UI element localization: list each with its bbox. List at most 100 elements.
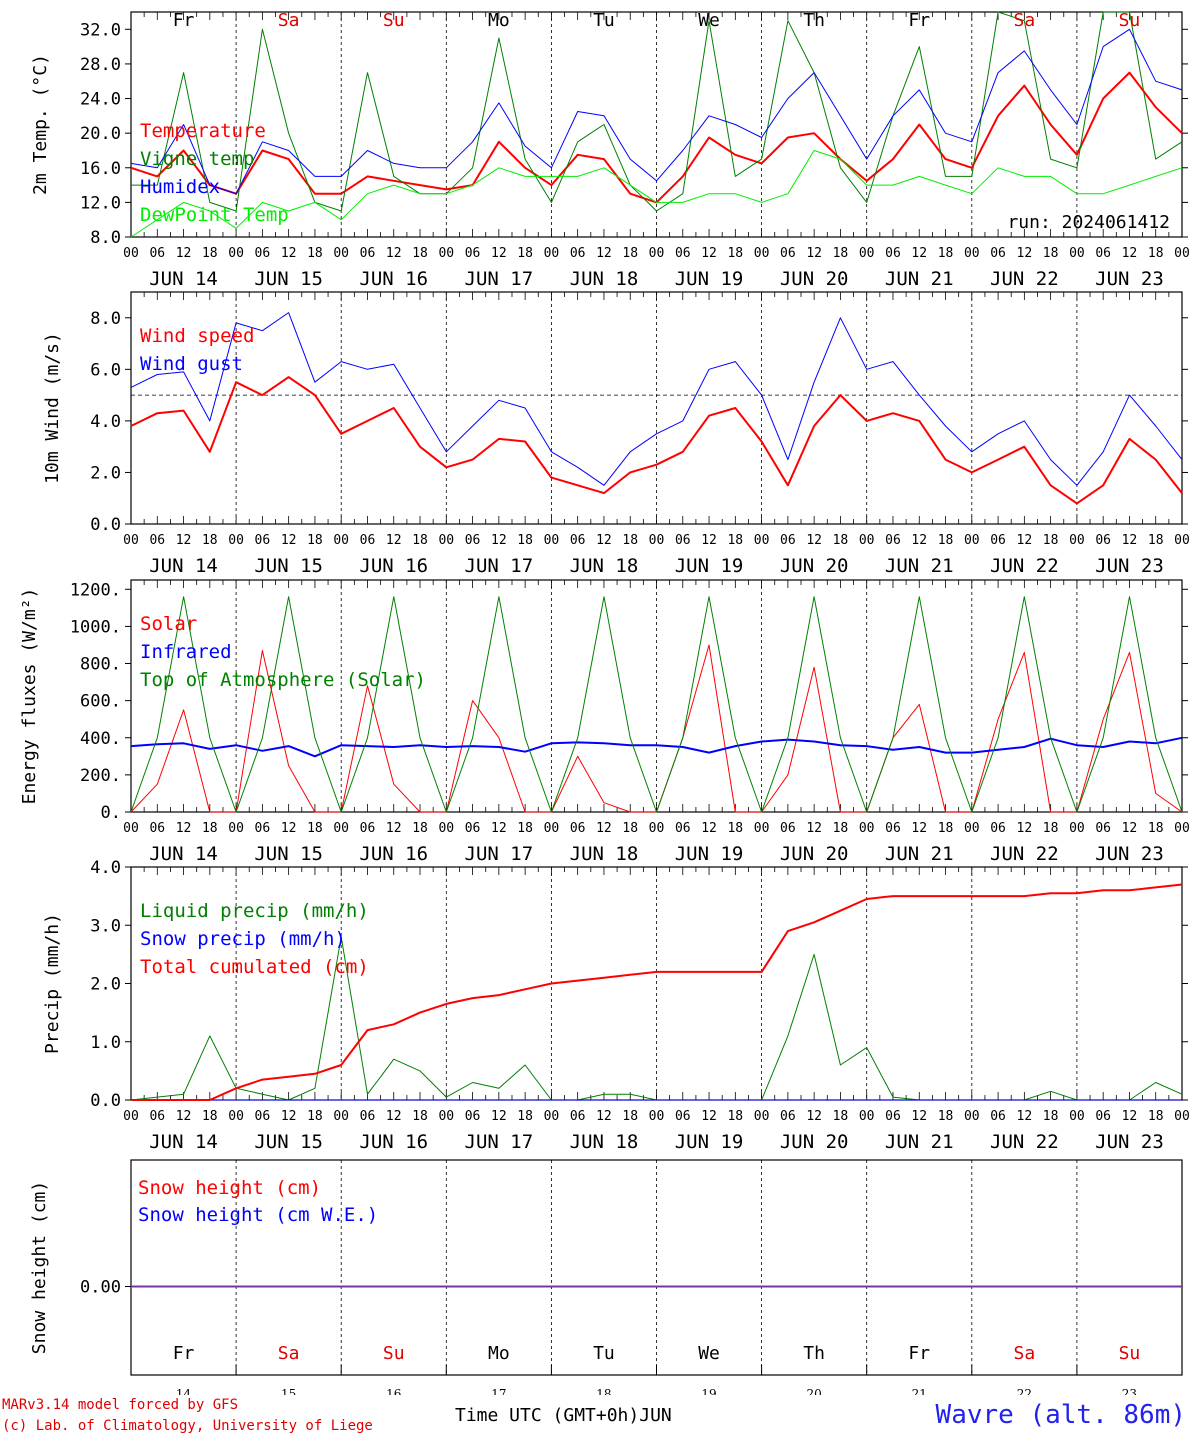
hour-label: 06 xyxy=(570,1109,586,1124)
hour-label: 00 xyxy=(544,1109,560,1124)
date-label: JUN 16 xyxy=(359,843,428,865)
lab-credit: (c) Lab. of Climatology, University of L… xyxy=(2,1418,373,1434)
hour-label: 06 xyxy=(360,821,376,836)
hour-label: 18 xyxy=(517,1109,533,1124)
hour-label: 12 xyxy=(1122,533,1138,548)
hour-label: 00 xyxy=(544,533,560,548)
hour-label: 18 xyxy=(938,533,954,548)
hour-label: 00 xyxy=(228,821,244,836)
hour-label: 06 xyxy=(360,246,376,261)
y-tick-label: 8.0 xyxy=(90,228,121,248)
hour-label: 06 xyxy=(255,246,271,261)
hour-label: 12 xyxy=(281,246,297,261)
hour-label: 18 xyxy=(202,246,218,261)
day-name: Sa xyxy=(1014,1343,1036,1364)
hour-label: 18 xyxy=(727,246,743,261)
y-tick-label: 2.0 xyxy=(90,975,121,995)
day-name: Mo xyxy=(488,10,510,31)
hour-label: 00 xyxy=(438,533,454,548)
hour-label: 06 xyxy=(360,1109,376,1124)
hour-label: 18 xyxy=(1043,821,1059,836)
hour-label: 06 xyxy=(570,533,586,548)
hour-label: 00 xyxy=(964,533,980,548)
hour-label: 12 xyxy=(701,533,717,548)
day-number: 21 xyxy=(912,1387,927,1395)
hour-label: 18 xyxy=(833,821,849,836)
hour-label: 18 xyxy=(727,821,743,836)
y-tick-label: 600. xyxy=(80,692,121,712)
y-tick-label: 0.00 xyxy=(80,1278,121,1298)
hour-label: 12 xyxy=(176,821,192,836)
hour-label: 00 xyxy=(123,1109,139,1124)
hour-label: 18 xyxy=(727,1109,743,1124)
hour-label: 06 xyxy=(990,533,1006,548)
hour-label: 00 xyxy=(228,533,244,548)
day-name: Sa xyxy=(1014,10,1036,31)
day-number: 14 xyxy=(176,1387,192,1395)
y-tick-label: 12.0 xyxy=(80,193,121,213)
legend-entry: Snow precip (mm/h) xyxy=(140,928,346,950)
date-label: JUN 22 xyxy=(990,555,1059,577)
date-label: JUN 21 xyxy=(885,843,954,865)
legend-entry: Snow height (cm) xyxy=(138,1177,321,1199)
legend-entry: Infrared xyxy=(140,641,232,663)
hour-label: 00 xyxy=(649,533,665,548)
y-tick-label: 0.0 xyxy=(90,1091,121,1111)
y-tick-label: 32.0 xyxy=(80,20,121,40)
hour-label: 12 xyxy=(386,533,402,548)
date-label: JUN 14 xyxy=(149,843,218,865)
day-name: Su xyxy=(383,10,405,31)
hour-label: 12 xyxy=(806,1109,822,1124)
hour-label: 06 xyxy=(465,1109,481,1124)
date-label: JUN 17 xyxy=(465,843,534,865)
hour-label: 00 xyxy=(1174,821,1190,836)
date-label: JUN 16 xyxy=(359,1131,428,1153)
hour-label: 18 xyxy=(517,533,533,548)
date-label: JUN 14 xyxy=(149,268,218,290)
hour-label: 06 xyxy=(1095,821,1111,836)
y-tick-label: 28.0 xyxy=(80,55,121,75)
legend-entry: Liquid precip (mm/h) xyxy=(140,900,369,922)
hour-label: 00 xyxy=(544,821,560,836)
hour-label: 18 xyxy=(1148,533,1164,548)
hour-label: 06 xyxy=(570,821,586,836)
date-label: JUN 18 xyxy=(570,1131,639,1153)
hour-label: 12 xyxy=(386,246,402,261)
hour-label: 18 xyxy=(833,246,849,261)
y-tick-label: 1000. xyxy=(70,617,121,637)
y-axis-label: Snow height (cm) xyxy=(29,1181,50,1354)
date-label: JUN 21 xyxy=(885,268,954,290)
hour-label: 06 xyxy=(675,246,691,261)
y-tick-label: 800. xyxy=(80,655,121,675)
hour-label: 00 xyxy=(228,246,244,261)
date-label: JUN 23 xyxy=(1095,843,1164,865)
day-name: Tu xyxy=(593,1343,615,1364)
date-label: JUN 17 xyxy=(465,555,534,577)
hour-label: 06 xyxy=(990,1109,1006,1124)
hour-label: 06 xyxy=(780,533,796,548)
hour-label: 18 xyxy=(1148,821,1164,836)
day-name: Su xyxy=(383,1343,405,1364)
hour-label: 12 xyxy=(176,533,192,548)
series-line-top-of-atmosphere-solar- xyxy=(130,596,1183,813)
date-label: JUN 14 xyxy=(149,1131,218,1153)
hour-label: 18 xyxy=(1043,533,1059,548)
hour-label: 06 xyxy=(780,821,796,836)
hour-label: 12 xyxy=(1122,821,1138,836)
hour-label: 18 xyxy=(412,533,428,548)
hour-label: 12 xyxy=(176,1109,192,1124)
hour-label: 06 xyxy=(465,533,481,548)
hour-label: 18 xyxy=(412,821,428,836)
hour-label: 12 xyxy=(701,1109,717,1124)
series-line-dewpoint-temp xyxy=(130,150,1183,238)
y-axis-label: Energy fluxes (W/m²) xyxy=(19,588,40,805)
hour-label: 00 xyxy=(754,1109,770,1124)
date-label: JUN 19 xyxy=(675,843,744,865)
day-name: Th xyxy=(803,10,825,31)
date-label: JUN 20 xyxy=(780,843,849,865)
date-label: JUN 17 xyxy=(465,268,534,290)
hour-label: 12 xyxy=(911,533,927,548)
hour-label: 18 xyxy=(622,1109,638,1124)
hour-label: 12 xyxy=(386,821,402,836)
hour-label: 12 xyxy=(701,246,717,261)
